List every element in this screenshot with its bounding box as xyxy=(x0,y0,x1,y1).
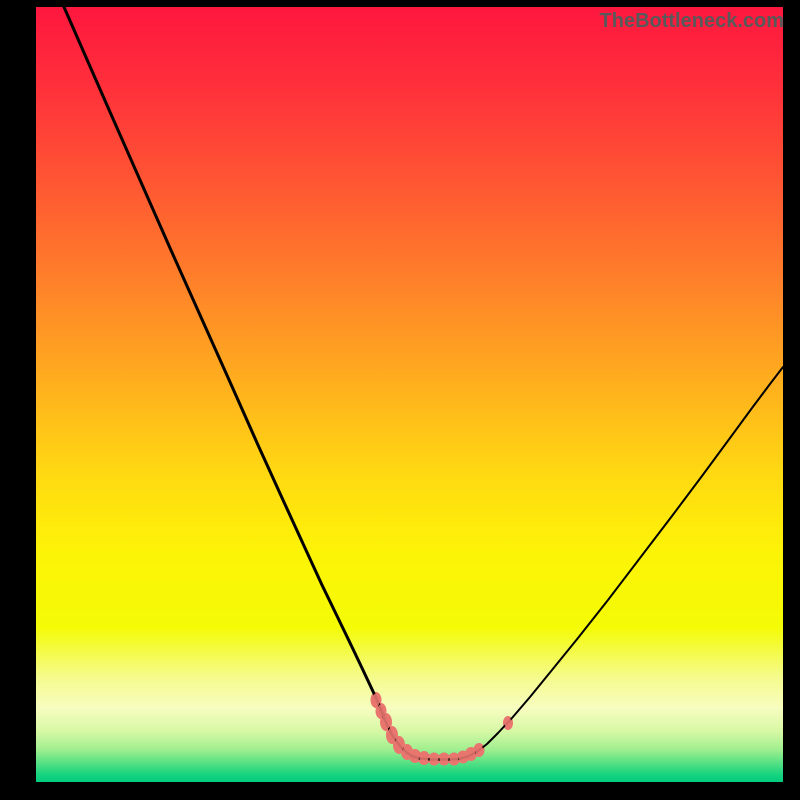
curve-marker-over xyxy=(440,754,449,764)
watermark-text: TheBottleneck.com xyxy=(600,10,784,33)
frame-left xyxy=(0,0,36,800)
curve-marker-over xyxy=(372,694,380,707)
frame-bottom xyxy=(0,782,800,800)
chart-canvas: TheBottleneck.com xyxy=(0,0,800,800)
plot-background xyxy=(36,7,783,782)
curve-marker-over xyxy=(411,751,420,762)
curve-marker-over xyxy=(467,749,476,760)
curve-marker-over xyxy=(505,718,512,729)
frame-top xyxy=(0,0,800,7)
curve-marker-over xyxy=(388,728,397,743)
curve-marker-over xyxy=(475,745,483,756)
curve-marker-over xyxy=(403,746,412,759)
frame-right xyxy=(783,0,800,800)
curve-marker-over xyxy=(420,753,429,764)
curve-marker-over xyxy=(430,754,439,764)
curve-marker-over xyxy=(459,752,468,762)
curve-marker-over xyxy=(395,738,404,753)
curve-marker-over xyxy=(382,715,391,730)
plot-svg xyxy=(0,0,800,800)
curve-marker-over xyxy=(450,754,459,764)
